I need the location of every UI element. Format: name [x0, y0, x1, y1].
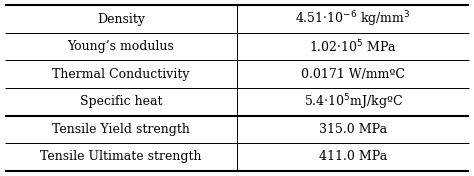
- Text: Density: Density: [97, 12, 145, 26]
- Text: 4.51·10$^{-6}$ kg/mm$^3$: 4.51·10$^{-6}$ kg/mm$^3$: [295, 9, 411, 29]
- Text: Specific heat: Specific heat: [80, 95, 162, 108]
- Text: Tensile Yield strength: Tensile Yield strength: [52, 123, 190, 136]
- Text: 0.0171 W/mmºC: 0.0171 W/mmºC: [301, 68, 405, 81]
- Text: Tensile Ultimate strength: Tensile Ultimate strength: [40, 150, 201, 164]
- Text: Young’s modulus: Young’s modulus: [67, 40, 174, 53]
- Text: 1.02·10$^{5}$ MPa: 1.02·10$^{5}$ MPa: [309, 38, 397, 55]
- Text: 411.0 MPa: 411.0 MPa: [319, 150, 387, 164]
- Text: 5.4·10$^{5}$mJ/kgºC: 5.4·10$^{5}$mJ/kgºC: [303, 92, 403, 112]
- Text: 315.0 MPa: 315.0 MPa: [319, 123, 387, 136]
- Text: Thermal Conductivity: Thermal Conductivity: [52, 68, 190, 81]
